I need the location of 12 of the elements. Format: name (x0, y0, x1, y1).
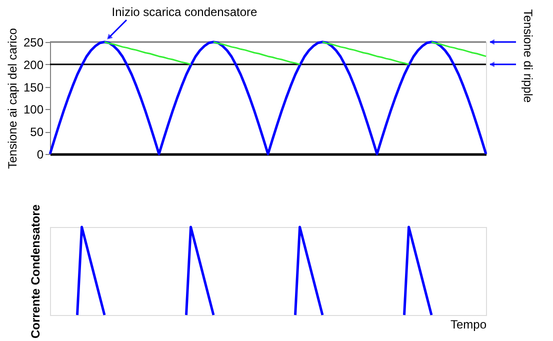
y-axis-title: Corrente Condensatore (28, 204, 42, 339)
y-tick-label: 100 (23, 102, 44, 117)
text: Inizio scarica condensatore (112, 5, 258, 19)
y-axis-title: Tensione ai capi del carico (5, 28, 20, 169)
text: Tensione di ripple (521, 9, 535, 104)
y-tick-label: 200 (23, 58, 44, 72)
y-tick-label: 50 (30, 125, 44, 140)
x-axis-title: Tempo (450, 318, 487, 332)
y-tick-label: 150 (23, 80, 44, 94)
line-series (48, 40, 488, 156)
y-tick-label: 250 (23, 36, 44, 50)
y-tick-label: 0 (36, 148, 44, 162)
